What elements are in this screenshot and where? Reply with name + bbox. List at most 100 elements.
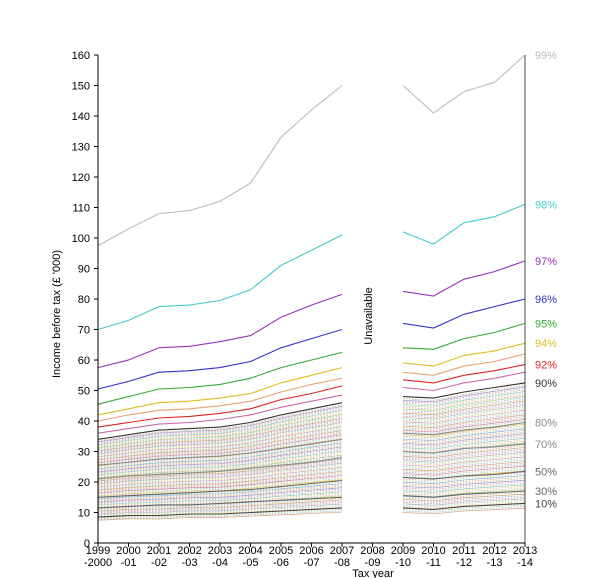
percentile-band-line xyxy=(97,447,526,482)
percentile-band-line xyxy=(97,398,526,451)
x-tick-label-span: -12 xyxy=(456,557,472,569)
percentile-band-line xyxy=(97,389,526,445)
gap-annotation: Unavailable xyxy=(363,287,375,344)
y-tick-label: 50 xyxy=(78,386,90,398)
percentile-band-line xyxy=(97,459,526,490)
percentile-band-line xyxy=(97,476,526,501)
percentile-band-line xyxy=(97,464,526,493)
y-tick-label: 150 xyxy=(72,81,90,93)
percentile-band-line xyxy=(97,487,526,508)
percentile-band-line xyxy=(97,420,526,465)
x-tick-label-year: 2010 xyxy=(421,545,445,557)
series-lines xyxy=(97,54,526,518)
percentile-band-line xyxy=(97,450,526,484)
series-label: 95% xyxy=(535,318,557,330)
series-label: 96% xyxy=(535,294,557,306)
percentile-band-line xyxy=(97,458,526,489)
series-line xyxy=(97,421,526,466)
y-tick-label: 70 xyxy=(78,325,90,337)
x-tick-label-span: -13 xyxy=(487,557,503,569)
y-tick-label: 60 xyxy=(78,355,90,367)
x-tick-label-span: -03 xyxy=(182,557,198,569)
x-tick-label-span: -01 xyxy=(121,557,137,569)
percentile-band-line xyxy=(97,434,526,474)
percentile-band-line xyxy=(97,414,526,461)
percentile-band-line xyxy=(97,392,526,447)
x-tick-label-year: 2001 xyxy=(147,545,171,557)
percentile-band-line xyxy=(97,448,526,483)
percentile-band-line xyxy=(97,461,526,491)
y-tick-label: 120 xyxy=(72,172,90,184)
x-tick-label-span: -11 xyxy=(426,557,441,569)
series-labels: 99% 98% 97% 96% 95% 94% 92% 90% 80% 70% 50% 30%10% xyxy=(535,50,557,510)
x-tick-label-year: 2012 xyxy=(482,545,506,557)
percentile-band-line xyxy=(97,428,526,470)
percentile-band-line xyxy=(97,473,526,499)
percentile-band-line xyxy=(97,403,526,454)
percentile-band-line xyxy=(97,426,526,469)
x-tick-label-year: 2006 xyxy=(299,545,323,557)
percentile-band-line xyxy=(97,496,526,514)
percentile-band-line xyxy=(97,394,526,448)
percentile-band-line xyxy=(97,409,526,458)
series-line xyxy=(97,371,526,434)
x-tick-label-span: -04 xyxy=(212,557,228,569)
y-axis-title: Income before tax (£ '000) xyxy=(51,250,63,378)
y-tick-label: 10 xyxy=(78,508,90,520)
series-label: 50% xyxy=(535,466,557,478)
series-label: 30% xyxy=(535,486,557,498)
series-label: 94% xyxy=(535,338,557,350)
percentile-band-line xyxy=(97,498,526,515)
percentile-band-line xyxy=(97,479,526,503)
x-axis-ticks: 1999-2000 2000-01 2001-02 2002-03 2003-04 200… xyxy=(84,543,537,569)
percentile-band-line xyxy=(97,430,526,471)
percentile-band-line xyxy=(97,431,526,472)
percentile-band-line xyxy=(97,493,526,512)
series-line xyxy=(97,364,526,428)
y-tick-label: 140 xyxy=(72,111,90,123)
x-tick-label-year: 2008 xyxy=(360,545,384,557)
x-axis-title: Tax year xyxy=(352,568,394,578)
percentile-band-line xyxy=(97,451,526,485)
percentile-band-line xyxy=(97,417,526,463)
series-line xyxy=(97,502,526,518)
y-tick-label: 100 xyxy=(72,233,90,245)
series-line xyxy=(97,342,526,416)
percentile-band-line xyxy=(97,406,526,456)
y-tick-label: 130 xyxy=(72,142,90,154)
y-tick-label: 80 xyxy=(78,294,90,306)
percentile-band-line xyxy=(97,440,526,478)
series-line xyxy=(97,54,526,247)
series-line xyxy=(97,322,526,405)
percentile-band-line xyxy=(97,412,526,460)
y-axis-ticks: 0 10 20 30 40 50 60 70 80 90 100 110 120 130 140 150 160 xyxy=(72,50,98,550)
x-tick-label-span: -14 xyxy=(517,557,533,569)
series-label: 70% xyxy=(535,439,557,451)
percentile-band-line xyxy=(97,402,526,453)
percentile-band-line xyxy=(97,506,526,520)
percentile-band-line xyxy=(97,482,526,505)
series-label: 92% xyxy=(535,360,557,372)
y-tick-label: 110 xyxy=(72,203,90,215)
percentile-band-line xyxy=(97,391,526,446)
percentile-band-line xyxy=(97,507,526,521)
percentile-band-line xyxy=(97,437,526,476)
x-tick-label-year: 1999 xyxy=(86,545,110,557)
percentile-band-line xyxy=(97,436,526,475)
percentile-band-line xyxy=(97,386,526,443)
y-tick-label: 90 xyxy=(78,264,90,276)
series-label: 97% xyxy=(535,256,557,268)
series-line xyxy=(97,298,526,390)
percentile-band-line xyxy=(97,439,526,477)
x-tick-label-span: -06 xyxy=(273,557,289,569)
percentile-band-line xyxy=(97,456,526,488)
percentile-band-line xyxy=(97,467,526,495)
series-line xyxy=(97,353,526,422)
series-line xyxy=(97,490,526,509)
x-tick-label-span: -02 xyxy=(151,557,167,569)
y-tick-label: 160 xyxy=(72,50,90,62)
x-tick-label-span: -08 xyxy=(334,557,350,569)
series-line xyxy=(97,260,526,369)
x-tick-label-year: 2002 xyxy=(177,545,201,557)
